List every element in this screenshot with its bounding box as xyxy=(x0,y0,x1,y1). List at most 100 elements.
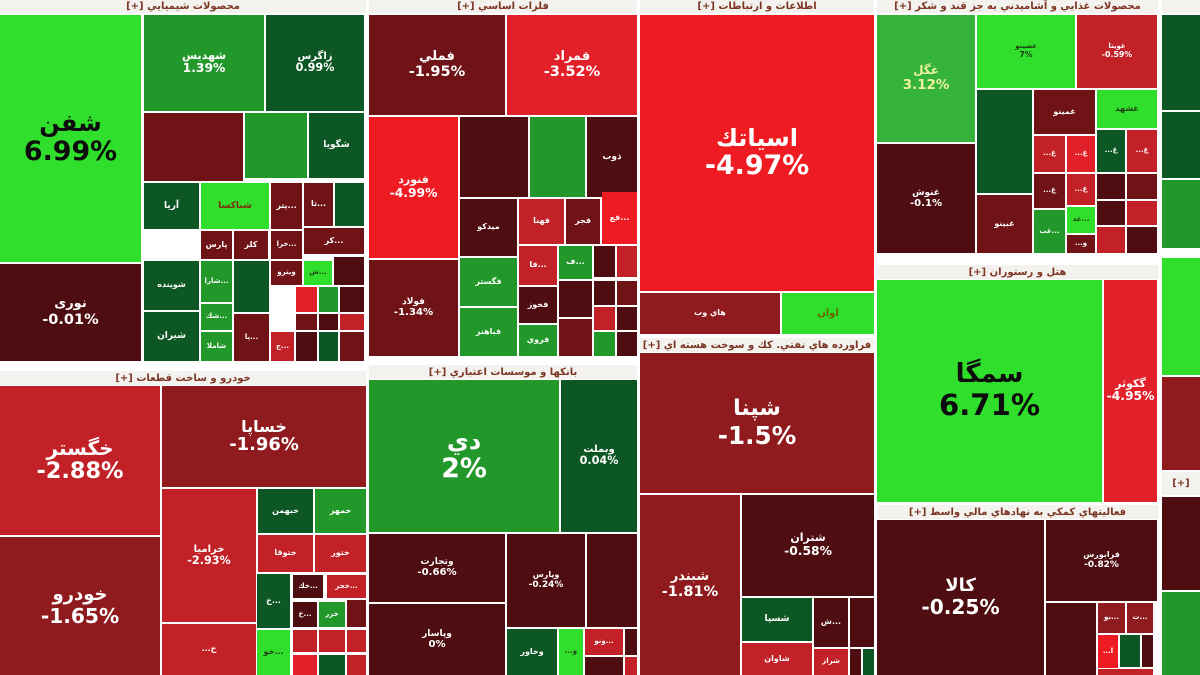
treemap-tile[interactable]: خبهمن xyxy=(258,489,313,533)
treemap-tile[interactable]: دي 2% xyxy=(369,380,559,532)
treemap-tile[interactable] xyxy=(1162,15,1200,110)
treemap-tile[interactable]: خودرو -1.65% xyxy=(0,537,160,675)
treemap-tile[interactable]: فنورد -4.99% xyxy=(369,117,458,258)
sector-header[interactable]: هتل و رستوران [+] xyxy=(877,265,1158,279)
treemap-tile[interactable]: ...شك xyxy=(201,304,232,330)
treemap-tile[interactable] xyxy=(977,90,1032,193)
treemap-tile[interactable]: ...خرا xyxy=(271,231,302,259)
treemap-tile[interactable]: ...تا xyxy=(304,183,333,226)
treemap-tile[interactable] xyxy=(293,655,317,675)
treemap-tile[interactable]: شسپا xyxy=(742,598,812,641)
treemap-tile[interactable] xyxy=(335,183,364,226)
treemap-tile[interactable]: شيران xyxy=(144,312,199,361)
treemap-tile[interactable] xyxy=(319,630,345,652)
treemap-tile[interactable]: فولاد -1.34% xyxy=(369,260,458,356)
treemap-tile[interactable]: غ... xyxy=(1127,130,1157,172)
treemap-tile[interactable]: غ... xyxy=(1067,174,1095,205)
treemap-tile[interactable]: هاي وب xyxy=(640,293,780,334)
treemap-tile[interactable] xyxy=(234,261,269,312)
treemap-tile[interactable] xyxy=(319,314,338,330)
treemap-tile[interactable]: غبينو xyxy=(977,195,1032,253)
treemap-tile[interactable]: وپاسار 0% xyxy=(369,604,505,675)
treemap-tile[interactable] xyxy=(340,314,364,330)
treemap-tile[interactable]: و... xyxy=(559,629,583,675)
sector-header[interactable]: خودرو و ساخت قطعات [+] xyxy=(0,371,366,385)
treemap-tile[interactable]: غ... xyxy=(1067,136,1095,172)
treemap-tile[interactable]: شگويا xyxy=(309,113,364,178)
treemap-tile[interactable] xyxy=(1162,112,1200,178)
treemap-tile[interactable]: خگستر -2.88% xyxy=(0,386,160,535)
treemap-tile[interactable]: خزر xyxy=(319,602,345,627)
treemap-tile[interactable] xyxy=(296,287,317,312)
treemap-tile[interactable]: غ... xyxy=(1097,130,1125,172)
treemap-tile[interactable] xyxy=(340,332,364,361)
treemap-tile[interactable]: شباكسا xyxy=(201,183,269,229)
treemap-tile[interactable] xyxy=(1046,603,1096,675)
treemap-tile[interactable]: شپنا -1.5% xyxy=(640,353,874,493)
treemap-tile[interactable] xyxy=(460,117,528,197)
treemap-tile[interactable]: شاوان xyxy=(742,643,812,675)
treemap-tile[interactable] xyxy=(594,332,615,356)
treemap-tile[interactable]: وپارس -0.24% xyxy=(507,534,585,627)
treemap-tile[interactable]: كلر xyxy=(234,231,268,259)
treemap-tile[interactable] xyxy=(585,657,623,675)
treemap-tile[interactable] xyxy=(617,332,637,356)
treemap-tile[interactable]: ...شارا xyxy=(201,261,232,302)
treemap-tile[interactable] xyxy=(625,657,637,675)
treemap-tile[interactable]: فرابورس -0.82% xyxy=(1046,520,1157,601)
treemap-tile[interactable]: ...خجر xyxy=(327,575,366,598)
treemap-tile[interactable]: ...غد xyxy=(1067,207,1095,233)
sector-header[interactable]: محصولات شيميايي [+] xyxy=(0,0,366,13)
treemap-tile[interactable]: كالا -0.25% xyxy=(877,520,1044,675)
treemap-tile[interactable]: غ... xyxy=(1034,174,1065,208)
treemap-tile[interactable]: ...ش xyxy=(814,598,848,647)
treemap-tile[interactable]: ...پتر xyxy=(271,183,302,229)
treemap-tile[interactable]: شراز xyxy=(814,649,848,675)
treemap-tile[interactable]: ...پا xyxy=(234,314,269,361)
treemap-tile[interactable]: شوينده xyxy=(144,261,199,310)
treemap-tile[interactable]: ...خك xyxy=(293,575,323,598)
sector-header[interactable]: فراورده هاي نفتي. كك و سوخت هسته اي [+] xyxy=(640,338,874,352)
treemap-tile[interactable]: غنوش -0.1% xyxy=(877,144,975,253)
treemap-tile[interactable] xyxy=(1162,592,1200,675)
treemap-tile[interactable]: فجر xyxy=(566,199,600,244)
treemap-tile[interactable]: خراميا -2.93% xyxy=(162,489,256,622)
treemap-tile[interactable]: وبملت 0.04% xyxy=(561,380,637,532)
treemap-tile[interactable]: فباهنر xyxy=(460,308,517,356)
treemap-tile[interactable] xyxy=(850,649,861,675)
treemap-tile[interactable] xyxy=(1142,635,1153,667)
treemap-tile[interactable] xyxy=(1127,174,1157,199)
treemap-tile[interactable] xyxy=(559,319,592,356)
treemap-tile[interactable]: ...خ xyxy=(257,574,290,628)
treemap-tile[interactable]: غشهد xyxy=(1097,90,1157,128)
treemap-tile[interactable] xyxy=(587,534,637,627)
treemap-tile[interactable] xyxy=(319,332,338,361)
treemap-tile[interactable]: ختور xyxy=(315,535,366,572)
treemap-tile[interactable] xyxy=(347,600,366,627)
treemap-tile[interactable] xyxy=(617,281,637,305)
treemap-tile[interactable] xyxy=(1127,227,1157,253)
treemap-tile[interactable] xyxy=(1120,635,1140,667)
treemap-tile[interactable] xyxy=(850,598,874,647)
treemap-tile[interactable]: ...ش xyxy=(304,261,332,285)
treemap-tile[interactable]: غگل 3.12% xyxy=(877,15,975,142)
treemap-tile[interactable]: فملي -1.95% xyxy=(369,15,505,115)
treemap-tile[interactable]: فروي xyxy=(519,325,557,356)
treemap-tile[interactable] xyxy=(617,246,637,277)
treemap-tile[interactable]: خمهر xyxy=(315,489,366,533)
treemap-tile[interactable] xyxy=(1162,497,1200,590)
treemap-tile[interactable]: ويترو xyxy=(271,261,302,285)
sector-header[interactable]: [+] xyxy=(1162,472,1200,495)
treemap-tile[interactable]: ...فع xyxy=(602,192,637,244)
treemap-tile[interactable]: ا... xyxy=(1098,635,1118,668)
treemap-tile[interactable]: فخوز xyxy=(519,287,557,323)
treemap-tile[interactable] xyxy=(1098,669,1153,675)
treemap-tile[interactable] xyxy=(863,649,874,675)
treemap-tile[interactable]: ...خ xyxy=(293,602,317,627)
treemap-tile[interactable] xyxy=(617,307,637,330)
treemap-tile[interactable]: شبندر -1.81% xyxy=(640,495,740,675)
sector-header[interactable]: اطلاعات و ارتباطات [+] xyxy=(640,0,874,13)
treemap-tile[interactable] xyxy=(293,630,317,652)
treemap-tile[interactable]: گكوثر -4.95% xyxy=(1104,280,1157,502)
treemap-tile[interactable]: ...كر xyxy=(304,228,364,254)
